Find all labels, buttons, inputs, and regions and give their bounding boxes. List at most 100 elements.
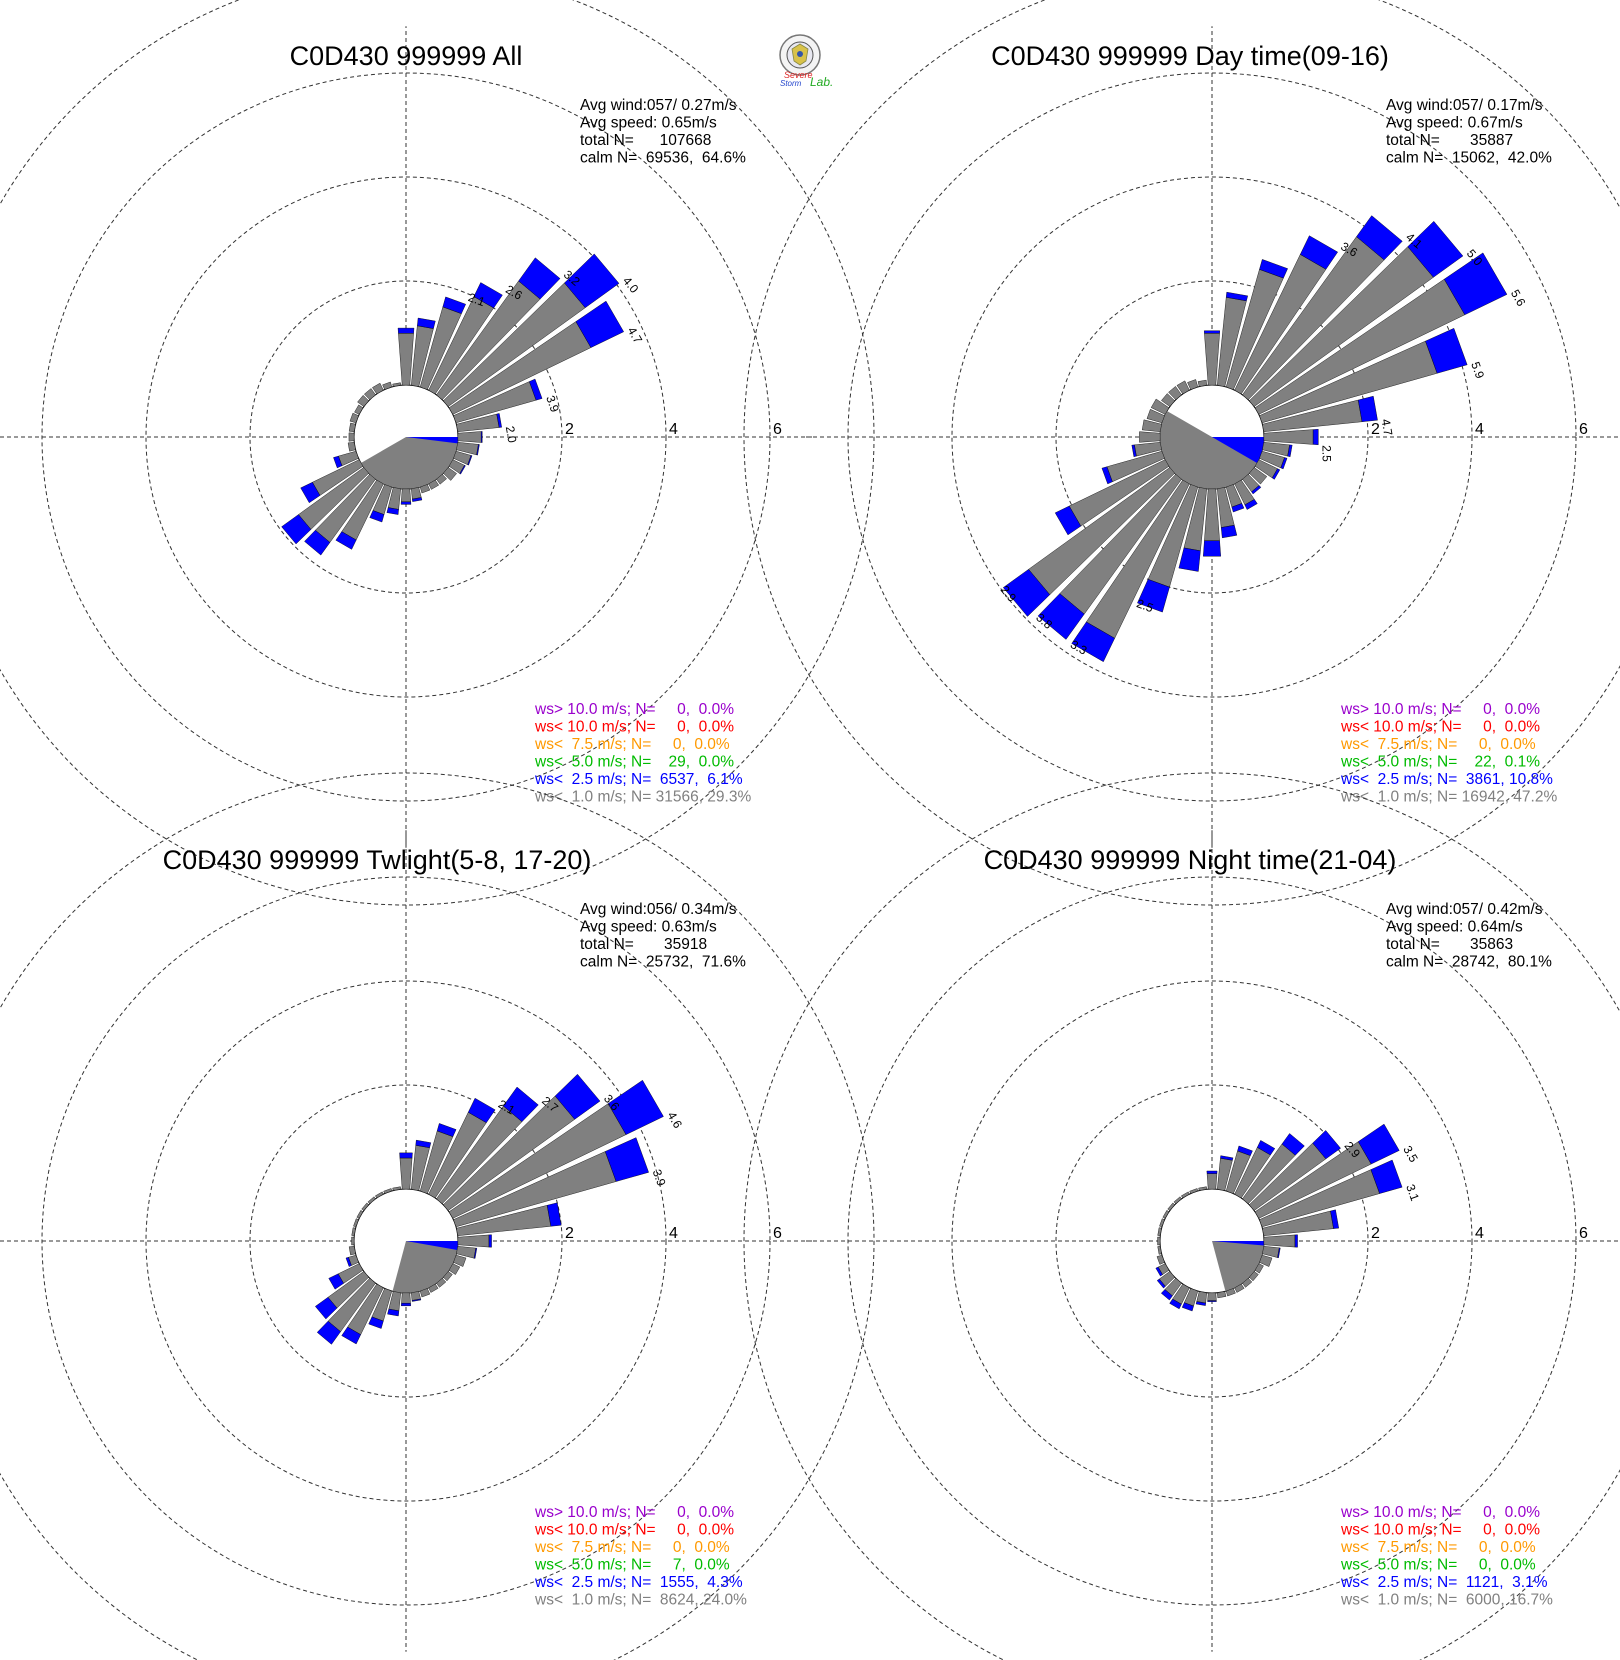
info-avg-speed: Avg speed: 0.65m/s: [580, 115, 717, 132]
bar-peak-label: 4.6: [664, 1109, 685, 1131]
bar-ws-lt-2-5: [1037, 593, 1085, 640]
bar-ws-lt-2-5: [1178, 547, 1201, 572]
bar-peak-label: 2.1: [466, 290, 487, 309]
legend-entry: ws< 10.0 m/s; N= 0, 0.0%: [1340, 1522, 1540, 1539]
chart-title: C0D430 999999 Twlight(5-8, 17-20): [163, 845, 592, 875]
bar-ws-lt-1: [1225, 1288, 1236, 1297]
bar-peak-label: 4.7: [1379, 418, 1396, 437]
legend-entry: ws< 5.0 m/s; N= 7, 0.0%: [534, 1557, 730, 1574]
bar-ws-lt-1: [392, 1186, 401, 1191]
bar-ws-lt-2-5: [1054, 505, 1082, 536]
bar-ws-lt-2-5: [1181, 1302, 1194, 1312]
logo-text-storm: Storm: [780, 79, 802, 88]
bar-ws-lt-1: [1204, 333, 1220, 386]
logo-text-lab: Lab.: [810, 75, 833, 89]
bar-ws-lt-1: [1146, 409, 1165, 424]
bar-ws-lt-2-5: [1357, 395, 1378, 422]
legend-entry: ws< 7.5 m/s; N= 0, 0.0%: [534, 1539, 730, 1556]
bar-ws-lt-2-5: [1299, 235, 1338, 270]
bar-ws-lt-1: [428, 1283, 439, 1293]
info-calm: calm N= 69536, 64.6%: [580, 150, 746, 167]
info-calm: calm N= 28742, 80.1%: [1386, 954, 1552, 971]
bar-ws-lt-1: [1156, 1254, 1165, 1265]
calm-wedge-fast: [406, 437, 458, 444]
bar-ws-lt-2-5: [1443, 252, 1508, 316]
legend-entry: ws< 1.0 m/s; N= 6000, 16.7%: [1340, 1592, 1553, 1609]
legend-entry: ws< 7.5 m/s; N= 0, 0.0%: [1340, 1539, 1536, 1556]
legend-entry: ws> 10.0 m/s; N= 0, 0.0%: [1340, 1504, 1540, 1521]
bar-ws-lt-2-5: [1225, 291, 1248, 302]
bar-ws-lt-2-5: [397, 327, 415, 334]
bar-ws-lt-1: [361, 1202, 369, 1211]
bar-ws-lt-1: [367, 1196, 376, 1204]
bar-ws-lt-2-5: [328, 1273, 344, 1290]
grid-circle: [743, 772, 1620, 1660]
bar-ws-lt-1: [1150, 398, 1170, 415]
bar-ws-lt-1: [1173, 1196, 1182, 1204]
bar-ws-lt-1: [443, 1271, 453, 1282]
bar-ws-lt-2-5: [1312, 428, 1319, 446]
bar-peak-label: 2.5: [1319, 445, 1333, 462]
radial-tick-label: 4: [1475, 1225, 1484, 1242]
info-avg-wind: Avg wind:057/ 0.17m/s: [1386, 97, 1543, 114]
bar-peak-label: 3.1: [1403, 1182, 1422, 1203]
bar-ws-lt-2-5: [368, 1316, 384, 1329]
calm-wedge-fast: [1212, 437, 1264, 463]
bar-ws-lt-1: [401, 1292, 411, 1304]
bar-ws-lt-2-5: [1271, 468, 1281, 480]
bar-ws-lt-1: [1197, 379, 1207, 387]
info-total: total N= 35887: [1386, 132, 1513, 149]
bar-ws-lt-1: [1181, 1191, 1190, 1199]
bar-ws-lt-1: [1161, 393, 1175, 407]
wind-rose-panel: 2 4 63.6 4.15.05.65.94.72.52.53.33.82.9C0D4…: [743, 0, 1620, 906]
bar-ws-lt-1: [411, 487, 422, 500]
calm-wedge: [1160, 411, 1264, 490]
radial-tick-label: 6: [1579, 421, 1588, 438]
legend-entry: ws< 10.0 m/s; N= 0, 0.0%: [1340, 719, 1540, 736]
bar-ws-lt-1: [364, 388, 376, 400]
bar-ws-lt-1: [1242, 1278, 1253, 1288]
bar-ws-lt-2-5: [488, 1234, 492, 1248]
radial-tick-label: 2: [565, 1225, 574, 1242]
bar-ws-lt-2-5: [1280, 457, 1288, 470]
grid-circle: [145, 176, 667, 698]
legend-entry: ws< 5.0 m/s; N= 22, 0.1%: [1340, 754, 1540, 771]
bar-ws-lt-1: [1157, 1227, 1162, 1236]
info-avg-speed: Avg speed: 0.67m/s: [1386, 115, 1523, 132]
legend-entry: ws< 7.5 m/s; N= 0, 0.0%: [1340, 736, 1536, 753]
legend-entry: ws> 10.0 m/s; N= 0, 0.0%: [534, 701, 734, 718]
bar-ws-lt-1: [436, 474, 447, 485]
bar-ws-lt-1: [1189, 1188, 1199, 1194]
bar-ws-lt-2-5: [529, 378, 543, 401]
grid-circle: [951, 176, 1473, 698]
radial-tick-label: 4: [1475, 421, 1484, 438]
bar-ws-lt-2-5: [401, 1303, 411, 1307]
bar-ws-lt-2-5: [411, 1298, 422, 1302]
bar-ws-lt-1: [354, 404, 364, 415]
bar-ws-lt-2-5: [399, 1152, 413, 1159]
bar-ws-lt-2-5: [281, 514, 312, 545]
bar-ws-lt-1: [448, 1263, 461, 1275]
bar-ws-lt-2-5: [315, 1296, 338, 1320]
calm-wedge-fast: [406, 1241, 458, 1251]
legend-entry: ws< 10.0 m/s; N= 0, 0.0%: [534, 1522, 734, 1539]
bar-ws-lt-1: [1206, 1173, 1218, 1190]
calm-wedge: [360, 437, 458, 489]
bar-ws-lt-1: [372, 382, 384, 395]
bar-ws-lt-2-5: [554, 1073, 601, 1120]
bar-ws-lt-2-5: [476, 444, 480, 456]
legend-entry: ws< 2.5 m/s; N= 6537, 6.1%: [534, 771, 743, 788]
bar-ws-lt-2-5: [1259, 259, 1288, 279]
bar-peak-label: 5.9: [1468, 360, 1487, 381]
legend-entry: ws< 2.5 m/s; N= 1555, 4.3%: [534, 1574, 743, 1591]
radial-tick-label: 6: [773, 421, 782, 438]
info-avg-wind: Avg wind:057/ 0.42m/s: [1386, 901, 1543, 918]
bar-ws-lt-1: [457, 431, 482, 443]
bar-ws-lt-2-5: [1370, 1159, 1403, 1194]
bar-ws-lt-1: [1217, 1291, 1227, 1299]
bar-ws-lt-2-5: [1169, 1298, 1182, 1310]
bar-ws-lt-2-5: [1131, 444, 1137, 458]
legend-entry: ws< 1.0 m/s; N= 31566, 29.3%: [534, 789, 751, 806]
bar-ws-lt-2-5: [473, 1247, 478, 1259]
